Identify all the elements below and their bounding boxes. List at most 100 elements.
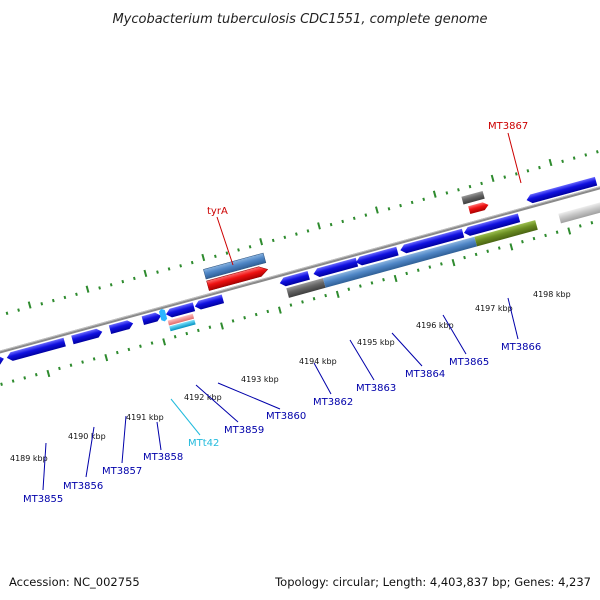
minor-tick [480,181,483,186]
minor-tick [156,270,159,274]
minor-tick [422,197,426,201]
kbp-label: 4197 kbp [475,304,513,313]
minor-tick [190,260,194,265]
minor-tick [474,252,478,257]
MT3866-gene[interactable] [558,197,600,224]
tyrA-gene[interactable] [203,252,267,280]
MTt42-rna[interactable] [167,313,196,332]
MT3862-gene[interactable] [322,236,478,288]
major-tick [27,301,32,309]
minor-tick [468,184,472,189]
minor-tick [150,341,154,345]
major-tick [567,227,572,235]
kbp-label: 4190 kbp [68,432,106,441]
upper-right-blue-gene[interactable] [525,176,598,205]
minor-tick [266,309,270,314]
minor-tick [23,376,27,380]
minor-tick [0,382,3,386]
minor-tick [440,262,443,266]
minor-tick [34,373,38,377]
minor-tick [584,153,588,157]
map-title: Mycobacterium tuberculosis CDC1551, comp… [112,12,487,27]
major-tick [509,243,514,251]
minor-tick [295,232,298,236]
minor-tick [526,169,530,173]
minor-tick [312,297,316,301]
minor-tick [306,229,310,233]
minor-tick [486,249,490,253]
gene-label-MT3863[interactable]: MT3863 [356,383,396,394]
kbp-label: 4195 kbp [357,338,395,347]
minor-tick [225,251,229,255]
gene-label-MT3860[interactable]: MT3860 [266,411,306,422]
label-connectors [42,132,522,491]
minor-tick [555,230,559,234]
gene-label-MT3865[interactable]: MT3865 [449,357,489,368]
major-tick [317,222,321,230]
minor-tick [115,350,119,355]
minor-tick [173,335,177,339]
minor-tick [352,216,356,220]
major-tick [432,190,437,198]
minor-tick [51,298,55,303]
lower-tick-row [0,221,594,386]
gene-label-MT3864[interactable]: MT3864 [405,369,445,380]
gene-label-tyrA[interactable]: tyrA [207,206,228,217]
minor-tick [595,150,599,154]
lower-blue-genes[interactable] [0,212,521,369]
minor-tick [538,165,541,170]
genome-summary-text: Topology: circular; Length: 4,403,837 bp… [274,575,591,589]
accession-text: Accession: NC_002755 [9,575,140,589]
minor-tick [139,344,142,348]
red-gene-upper[interactable] [206,265,269,291]
minor-tick [445,191,449,195]
major-tick [46,369,51,378]
gene-label-MT3859[interactable]: MT3859 [224,425,264,436]
gene-label-MT3855[interactable]: MT3855 [23,494,63,505]
genome-backbone-highlight [0,181,600,357]
gene-label-MT3857[interactable]: MT3857 [102,466,142,477]
major-tick [490,174,495,182]
gene-labels: MT3855 MT3856 MT3857 MT3858 MTt42 MT3859… [23,121,541,505]
major-tick [393,274,398,283]
MT3860-gene[interactable] [286,278,326,298]
gene-label-MTt42[interactable]: MTt42 [188,438,219,449]
minor-tick [364,213,368,217]
gene-label-MT3866[interactable]: MT3866 [501,342,541,353]
minor-tick [544,233,547,238]
minor-tick [81,360,84,364]
minor-tick [410,200,414,205]
genome-strip [0,150,600,386]
minor-tick [167,267,171,271]
kbp-label: 4198 kbp [533,290,571,299]
major-tick [451,259,456,267]
minor-tick [127,347,131,352]
minor-tick [75,292,78,296]
minor-tick [341,219,345,224]
minor-tick [132,276,136,281]
major-tick [104,354,109,362]
minor-tick [503,175,507,179]
upper-tick-row [5,150,599,315]
kbp-label: 4196 kbp [416,321,454,330]
MT3864-gene[interactable] [474,220,538,247]
gene-label-MT3856[interactable]: MT3856 [63,481,103,492]
minor-tick [248,245,252,249]
minor-tick [497,246,501,250]
MT3867-gene-gray[interactable] [461,190,485,205]
minor-tick [514,172,518,176]
gene-label-MT3858[interactable]: MT3858 [143,452,183,463]
minor-tick [561,159,564,163]
MT3867-gene-red[interactable] [468,201,489,215]
kbp-label: 4191 kbp [126,413,164,422]
minor-tick [231,319,235,323]
minor-tick [179,264,183,268]
major-tick [375,206,379,214]
major-tick [201,253,206,262]
minor-tick [329,222,333,227]
minor-tick [63,295,67,300]
gene-label-MT3862[interactable]: MT3862 [313,397,353,408]
gene-label-MT3867[interactable]: MT3867 [488,121,528,132]
minor-tick [590,221,594,225]
